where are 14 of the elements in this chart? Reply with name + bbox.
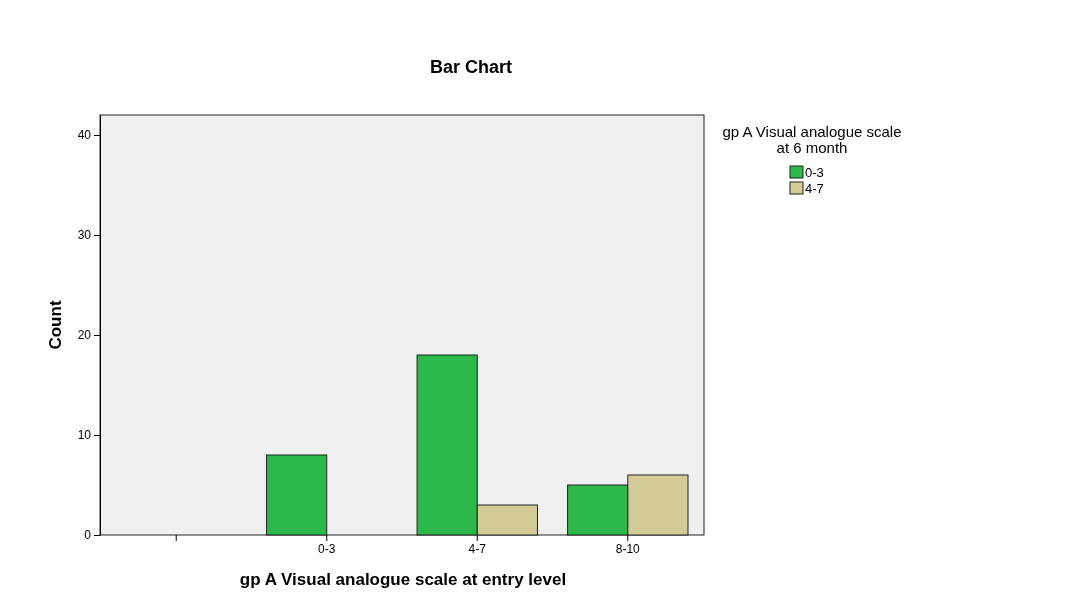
chart-title: Bar Chart [429,57,513,77]
x-tick-label: 0-3 [318,541,336,556]
y-axis-title: Count [46,300,65,350]
y-tick-label: 10 [77,428,92,443]
legend-label: 0-3 [805,165,824,180]
legend-label: 4-7 [805,181,824,196]
x-tick-label: 4-7 [468,541,487,556]
legend-title: gp A Visual analogue scale at 6 month [722,123,902,156]
y-tick-label: 20 [77,328,92,343]
y-tick-label: 40 [77,128,92,143]
y-tick-label: 0 [84,528,92,543]
x-tick-label: 8-10 [615,541,641,556]
x-axis-title: gp A Visual analogue scale at entry level [239,570,567,589]
y-tick-label: 30 [77,228,92,243]
